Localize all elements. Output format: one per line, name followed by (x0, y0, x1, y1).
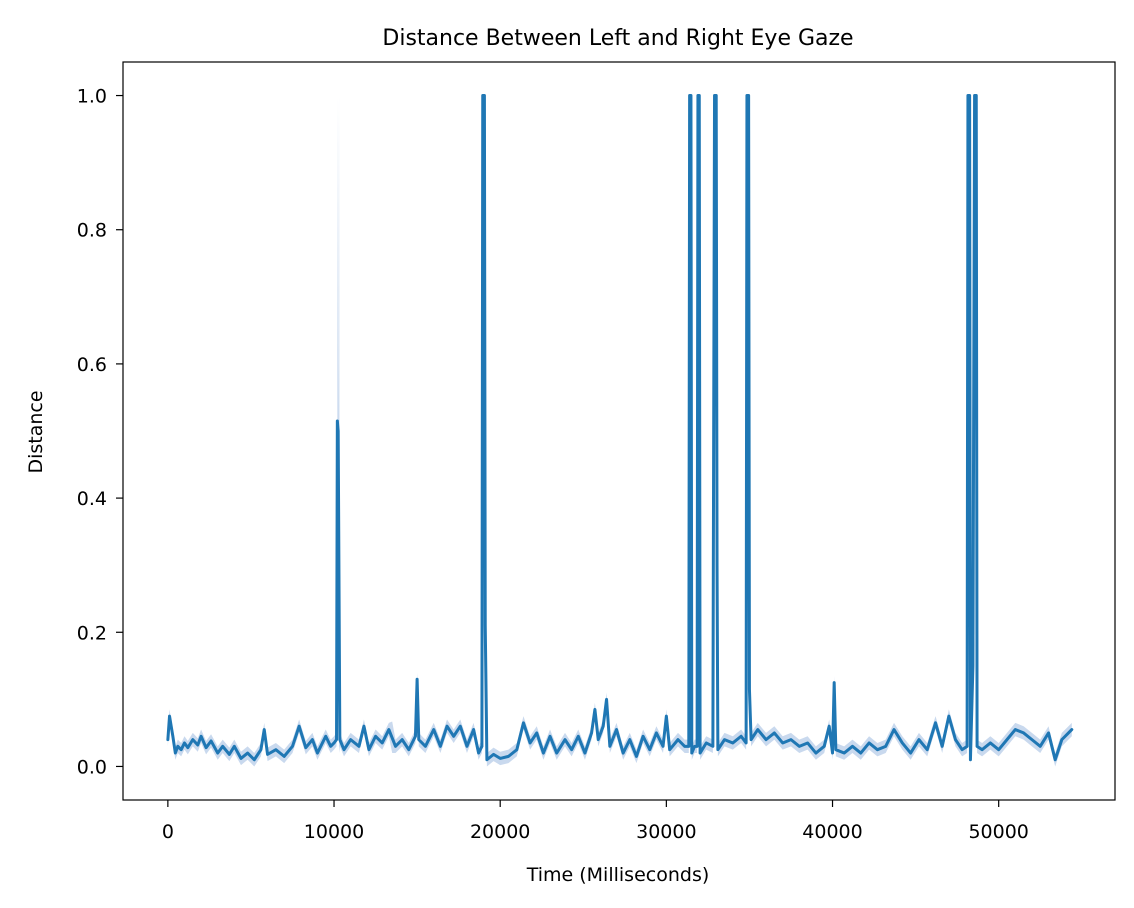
x-tick-label-3: 30000 (636, 821, 696, 843)
y-tick-label-3: 0.6 (77, 354, 107, 376)
x-tick-label-4: 40000 (802, 821, 862, 843)
plot-layer (166, 94, 1074, 767)
y-tick-label-0: 0.0 (77, 756, 107, 778)
y-tick-label-5: 1.0 (77, 86, 107, 108)
x-tick-label-2: 20000 (470, 821, 530, 843)
x-tick-label-0: 0 (162, 821, 174, 843)
x-axis-label: Time (Milliseconds) (526, 864, 710, 886)
plot-frame (122, 61, 1116, 801)
x-axis: 0 10000 20000 30000 40000 50000 (162, 800, 1029, 843)
chart-title: Distance Between Left and Right Eye Gaze (382, 26, 853, 51)
y-tick-label-1: 0.2 (77, 622, 107, 644)
y-axis-label: Distance (25, 390, 47, 473)
x-tick-label-1: 10000 (304, 821, 364, 843)
x-tick-label-5: 50000 (968, 821, 1028, 843)
y-tick-label-2: 0.4 (77, 488, 107, 510)
series-line (166, 94, 1074, 762)
y-tick-label-4: 0.8 (77, 220, 107, 242)
confidence-band (167, 95, 1072, 767)
y-axis: 0.0 0.2 0.4 0.6 0.8 1.0 (77, 86, 123, 778)
